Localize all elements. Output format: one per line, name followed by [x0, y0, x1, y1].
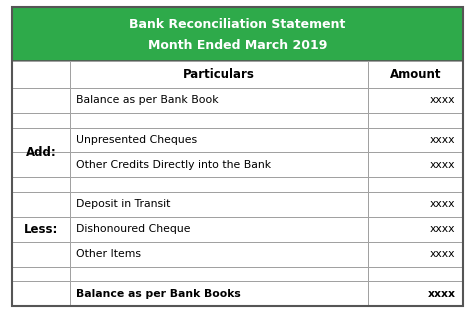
Text: Balance as per Bank Books: Balance as per Bank Books [76, 289, 241, 299]
Text: xxxx: xxxx [430, 160, 455, 170]
Bar [368, 177, 463, 192]
Text: Amount: Amount [390, 68, 441, 81]
Bar [70, 152, 368, 177]
Text: Bank Reconciliation Statement: Bank Reconciliation Statement [129, 18, 345, 31]
Text: Less:: Less: [24, 223, 58, 236]
Bar [12, 217, 70, 242]
Bar [70, 177, 368, 192]
Text: Deposit in Transit: Deposit in Transit [76, 199, 171, 209]
Bar [12, 192, 70, 217]
Text: Other Credits Directly into the Bank: Other Credits Directly into the Bank [76, 160, 272, 170]
Text: Particulars: Particulars [183, 68, 255, 81]
Bar [12, 281, 70, 306]
Bar [12, 113, 70, 128]
Bar [12, 60, 70, 88]
Text: xxxx: xxxx [430, 199, 455, 209]
Bar [70, 128, 368, 152]
Bar [70, 192, 368, 217]
Bar [368, 192, 463, 217]
Bar [12, 242, 70, 267]
Bar [368, 113, 463, 128]
Bar [368, 128, 463, 152]
Bar [368, 217, 463, 242]
Text: Other Items: Other Items [76, 249, 141, 259]
Bar [12, 128, 70, 152]
Text: xxxx: xxxx [430, 135, 455, 145]
Text: xxxx: xxxx [428, 289, 455, 299]
Text: Balance as per Bank Book: Balance as per Bank Book [76, 95, 219, 105]
Bar [70, 242, 368, 267]
Bar [70, 217, 368, 242]
Text: xxxx: xxxx [430, 224, 455, 234]
Bar [12, 267, 70, 281]
Text: xxxx: xxxx [430, 249, 455, 259]
Bar [70, 281, 368, 306]
Bar [70, 113, 368, 128]
Bar [70, 60, 368, 88]
Text: Add:: Add: [26, 146, 56, 159]
Text: xxxx: xxxx [430, 95, 455, 105]
Bar [368, 267, 463, 281]
Bar [368, 281, 463, 306]
Bar [12, 7, 463, 60]
Bar [70, 88, 368, 113]
Bar [12, 177, 70, 192]
Bar [12, 88, 70, 113]
Bar [12, 152, 70, 177]
Bar [368, 242, 463, 267]
Bar [368, 88, 463, 113]
Text: Dishonoured Cheque: Dishonoured Cheque [76, 224, 191, 234]
Text: Month Ended March 2019: Month Ended March 2019 [148, 39, 327, 52]
Bar [368, 152, 463, 177]
Text: Unpresented Cheques: Unpresented Cheques [76, 135, 197, 145]
Bar [368, 60, 463, 88]
Bar [70, 267, 368, 281]
